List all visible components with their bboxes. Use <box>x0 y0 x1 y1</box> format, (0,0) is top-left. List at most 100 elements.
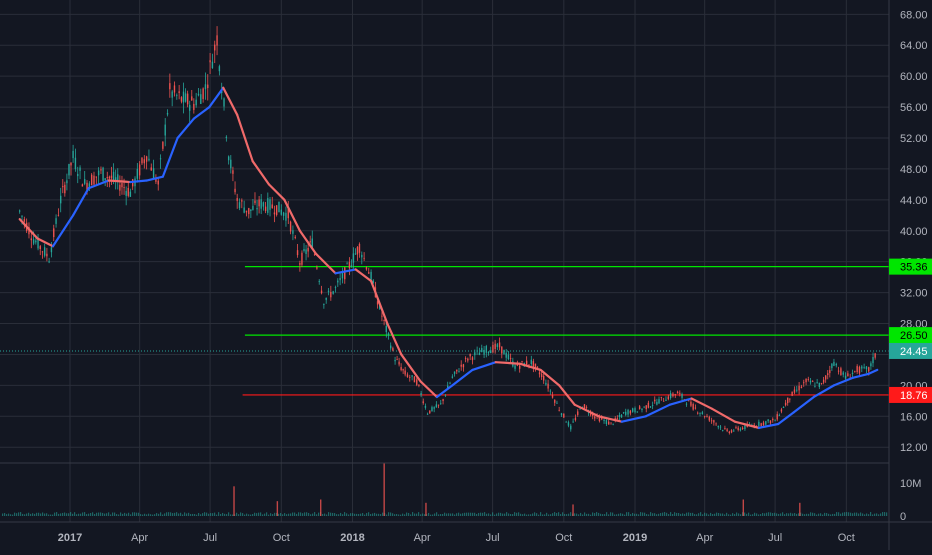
volume-bar <box>620 513 622 516</box>
volume-bar <box>628 512 630 516</box>
candle-body <box>577 411 579 415</box>
volume-bar <box>372 513 374 516</box>
volume-bar <box>182 514 184 516</box>
moving-average-segment <box>176 117 195 140</box>
candle-body <box>313 254 316 256</box>
candle-body <box>800 386 803 389</box>
candle-body <box>610 422 612 424</box>
volume-bar <box>726 512 728 516</box>
volume-bar <box>496 513 498 516</box>
volume-bar <box>534 512 536 516</box>
volume-bar <box>12 514 14 516</box>
candle-body <box>833 361 835 366</box>
candle-body <box>530 359 533 364</box>
volume-bar <box>810 512 812 516</box>
candle-body <box>169 83 171 90</box>
candle-body <box>227 156 230 161</box>
volume-bar <box>100 512 102 516</box>
moving-average-segment <box>733 420 760 429</box>
volume-bar <box>538 514 540 516</box>
candle-body <box>55 218 57 224</box>
candle-body <box>498 342 501 348</box>
candle-body <box>835 363 837 366</box>
volume-bar <box>676 512 678 516</box>
volume-bar <box>630 514 632 516</box>
volume-bar <box>174 512 176 516</box>
volume-bar <box>186 513 188 516</box>
price-label-bg <box>889 258 932 275</box>
candle-body <box>776 414 778 420</box>
volume-bar <box>166 512 168 516</box>
volume-bar <box>266 512 268 516</box>
candle-body <box>406 374 409 378</box>
candle-body <box>431 407 433 412</box>
volume-bar <box>64 512 66 516</box>
candle-body <box>814 385 816 387</box>
y-tick-label: 12.00 <box>900 442 928 454</box>
volume-bar <box>24 514 26 516</box>
x-tick-label: 2018 <box>340 532 364 544</box>
volume-bar <box>746 513 748 516</box>
x-tick-label: Oct <box>555 532 572 544</box>
candle-body <box>106 177 108 179</box>
candle-body <box>354 253 357 255</box>
volume-bar <box>764 513 766 516</box>
volume-bar <box>92 512 94 516</box>
volume-bar <box>816 514 818 516</box>
y-tick-label: 68.00 <box>900 9 928 21</box>
volume-bar <box>260 512 262 516</box>
price-series[interactable] <box>18 26 876 435</box>
volume-bar <box>476 513 478 516</box>
volume-bar <box>318 512 320 516</box>
candle-body <box>426 413 429 415</box>
candle-body <box>148 158 150 161</box>
volume-bar <box>690 512 692 516</box>
candle-body <box>23 219 26 222</box>
volume-bar <box>678 512 680 516</box>
candle-body <box>216 35 218 46</box>
volume-bar <box>492 512 494 516</box>
moving-average-series[interactable] <box>18 86 879 429</box>
volume-bar <box>178 513 180 516</box>
candle-body <box>667 396 670 400</box>
volume-bar <box>774 512 776 516</box>
volume-bar <box>752 514 754 516</box>
volume-bar <box>62 512 64 516</box>
volume-bar <box>482 512 484 516</box>
volume-bar <box>514 512 516 516</box>
candle-body <box>861 366 863 369</box>
candle-body <box>551 395 554 398</box>
candle-body <box>64 184 66 194</box>
candle-body <box>352 253 355 263</box>
volume-bar <box>292 512 294 516</box>
volume-bar <box>874 513 876 516</box>
candle-body <box>728 431 731 434</box>
candle-body <box>207 84 209 89</box>
volume-bar <box>356 513 358 516</box>
candle-body <box>665 399 667 401</box>
candle-body <box>271 204 273 209</box>
candle-body <box>762 422 765 426</box>
volume-bar <box>596 512 598 516</box>
volume-bar <box>132 512 134 516</box>
candle-body <box>744 425 746 430</box>
volume-bar <box>616 514 618 516</box>
candle-body <box>260 199 262 209</box>
candle-body <box>831 363 833 369</box>
grid-lines <box>0 0 889 522</box>
volume-spike <box>799 502 801 516</box>
volume-bar <box>662 512 664 516</box>
candle-body <box>157 180 159 185</box>
volume-bar <box>378 513 380 516</box>
candle-body <box>567 422 570 426</box>
moving-average-segment <box>283 198 301 232</box>
candle-body <box>420 393 422 396</box>
volume-bar <box>858 513 860 516</box>
candle-body <box>487 351 490 354</box>
volume-bar <box>864 514 866 516</box>
time-scale[interactable]: 2017 Apr Jul Oct 2018 Apr Jul Oct 2019 Apr Jul Oct <box>58 532 855 544</box>
candle-body <box>230 159 232 169</box>
candle-body <box>514 365 516 369</box>
